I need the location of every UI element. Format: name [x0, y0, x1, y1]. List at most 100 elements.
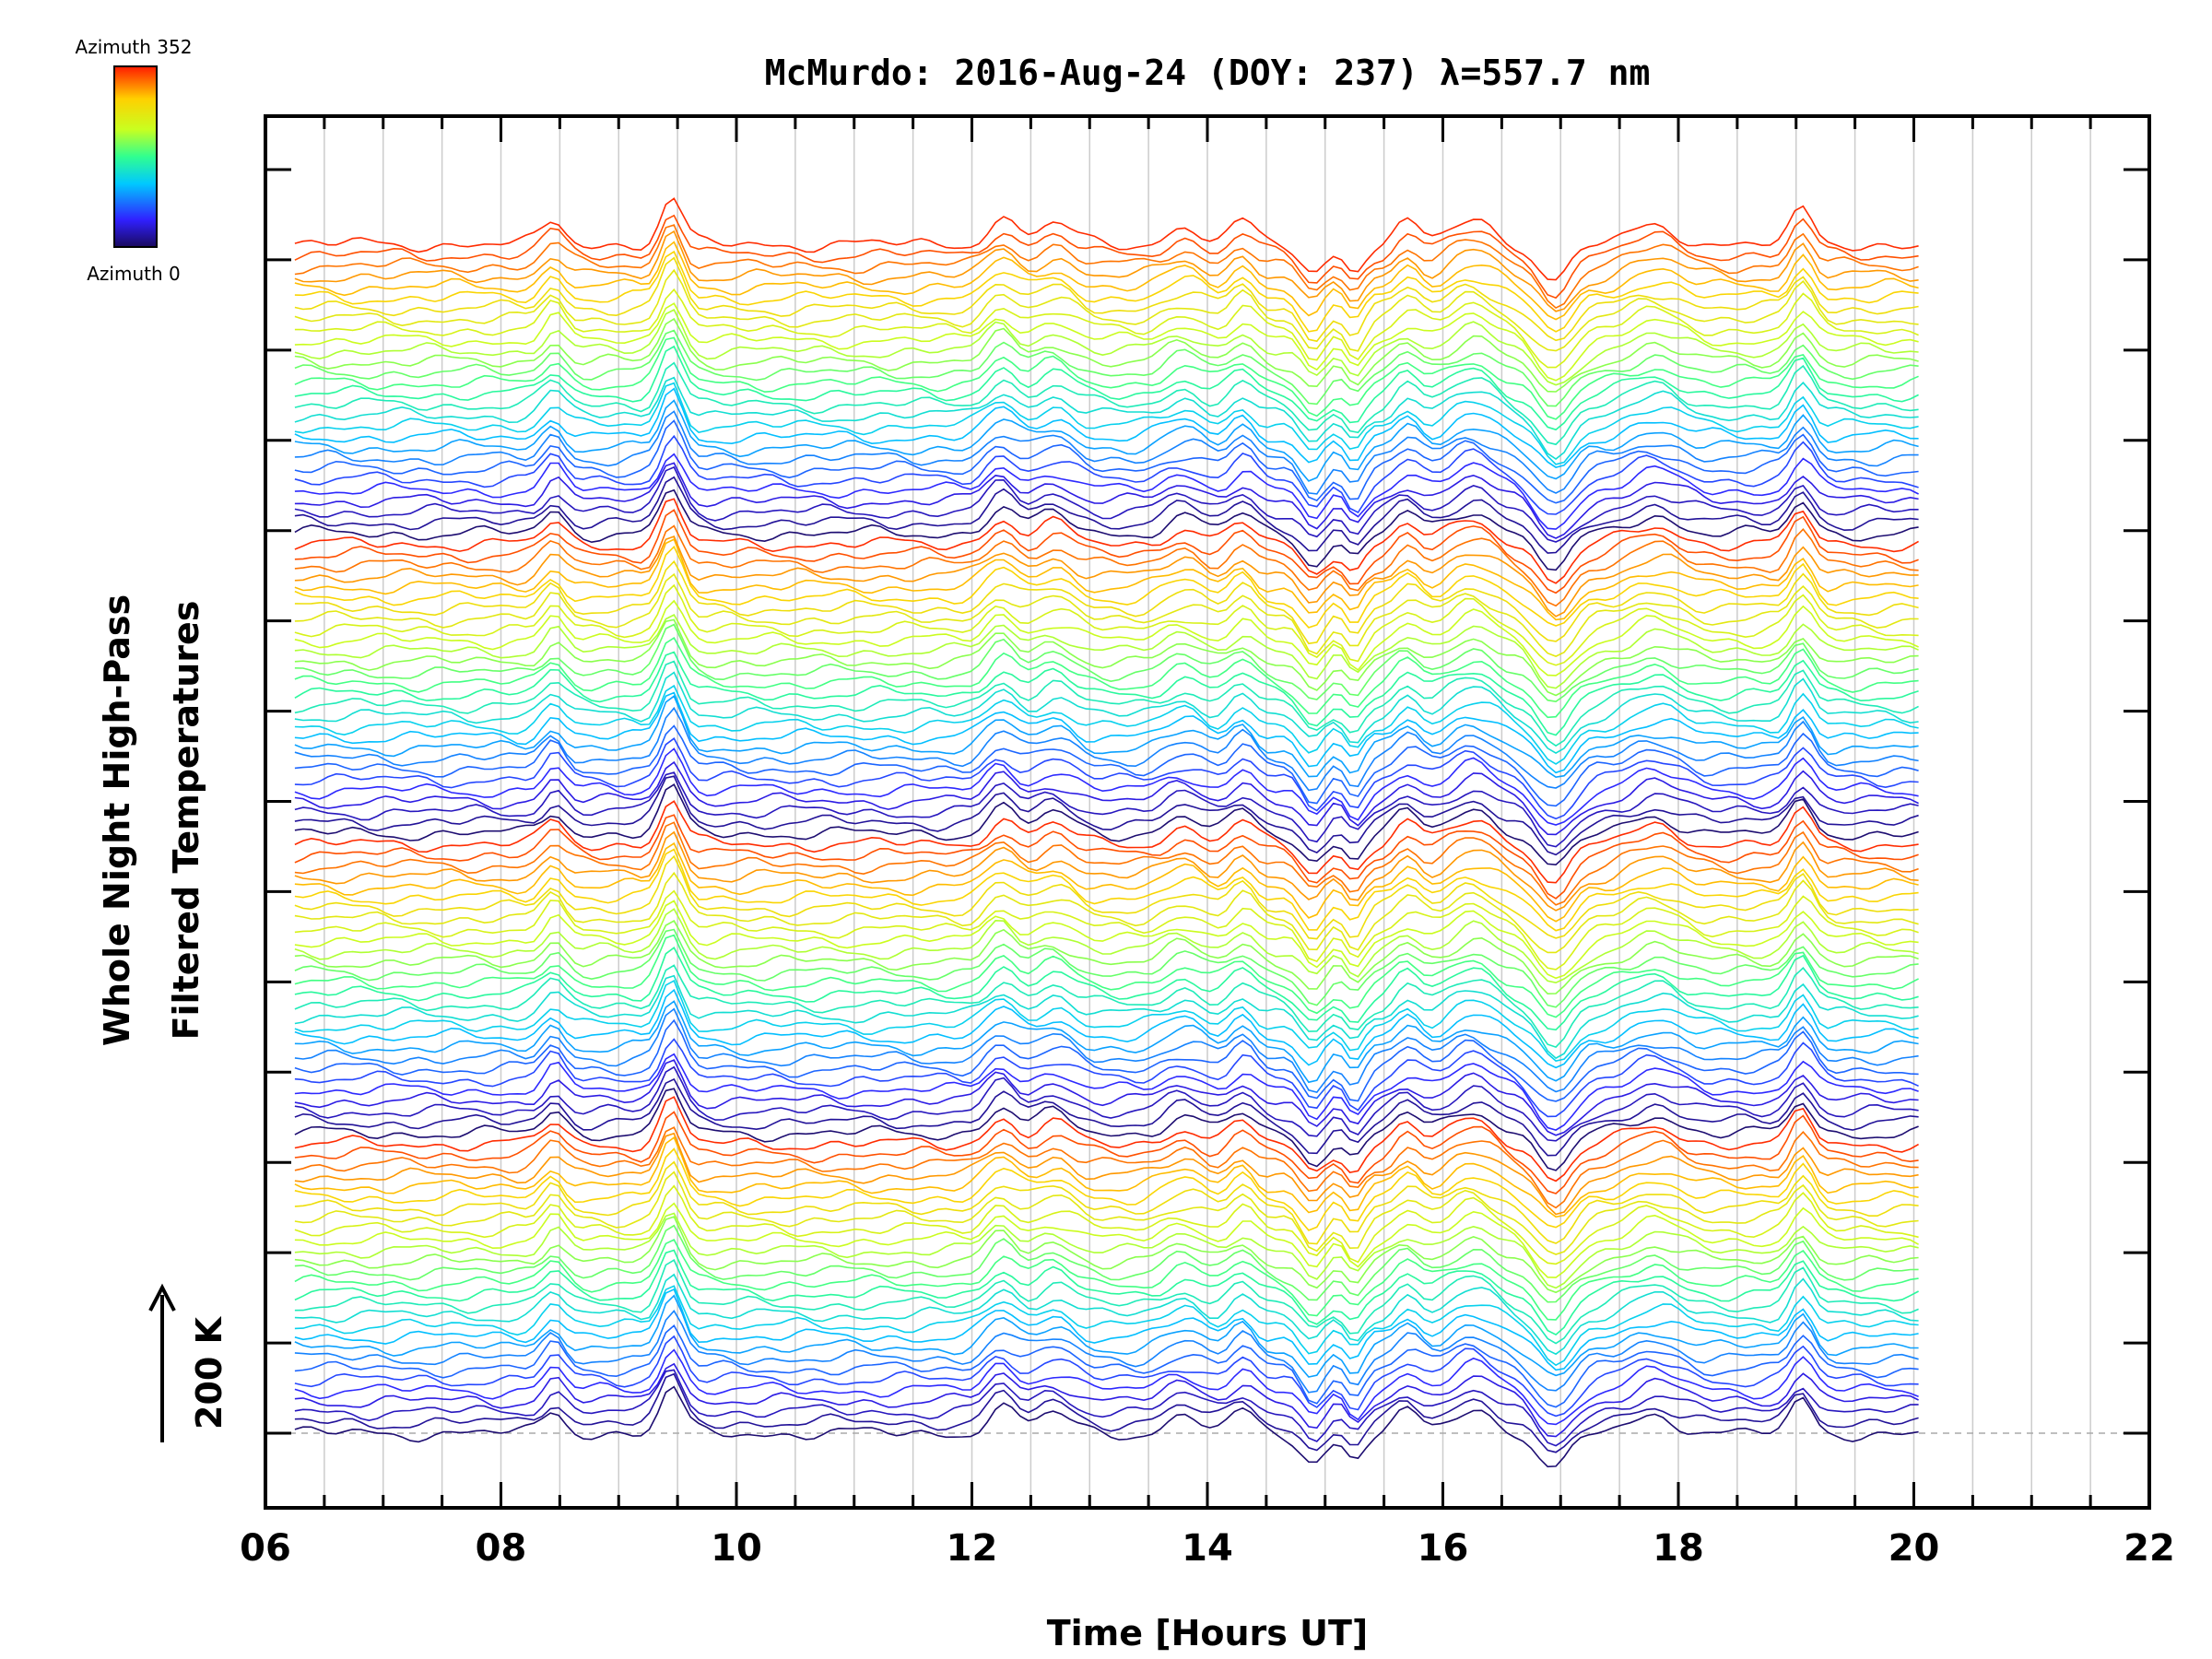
trace-line: [294, 800, 1919, 884]
trace-line: [294, 509, 1919, 594]
trace-line: [294, 241, 1919, 321]
trace-line: [294, 706, 1919, 792]
trace-line: [294, 1324, 1919, 1408]
x-tick-label: 10: [711, 1527, 762, 1570]
trace-line: [294, 695, 1919, 779]
trace-line: [294, 1018, 1919, 1102]
x-tick-label: 08: [476, 1527, 527, 1570]
colorbar-gradient: [113, 65, 158, 248]
trace-line: [294, 1135, 1919, 1218]
trace-line: [294, 329, 1919, 407]
scale-arrow-head: [148, 1283, 176, 1312]
trace-line: [294, 1171, 1919, 1255]
x-tick-label: 18: [1653, 1527, 1704, 1570]
trace-line: [294, 1077, 1919, 1157]
trace-line: [294, 229, 1919, 312]
trace-line: [294, 197, 1919, 281]
trace-line: [294, 309, 1919, 386]
trace-line: [294, 288, 1919, 369]
x-tick-label: 22: [2124, 1527, 2175, 1570]
traces: [294, 197, 1919, 1468]
trace-line: [294, 636, 1919, 719]
x-tick-label: 20: [1888, 1527, 1940, 1570]
trace-line: [294, 453, 1919, 530]
trace-line: [294, 724, 1919, 807]
trace-line: [294, 671, 1919, 755]
trace-line: [294, 1160, 1919, 1245]
trace-line: [294, 614, 1919, 689]
trace-line: [294, 1038, 1919, 1118]
x-tick-labels: 06 08 10 12 14 16 18 20 22: [240, 1527, 2175, 1570]
trace-line: [294, 775, 1919, 856]
x-tick-label: 16: [1418, 1527, 1469, 1570]
trace-line: [294, 814, 1919, 900]
trace-line: [294, 317, 1919, 393]
trace-line: [294, 336, 1919, 420]
trace-line: [294, 1202, 1919, 1278]
trace-line: [294, 651, 1919, 736]
axis-ticks: [264, 116, 2151, 1508]
trace-line: [294, 871, 1919, 954]
trace-line: [294, 1362, 1919, 1438]
trace-line: [294, 462, 1919, 539]
trace-line: [294, 1212, 1919, 1289]
trace-line: [294, 1088, 1919, 1171]
trace-line: [294, 623, 1919, 703]
trace-line: [294, 583, 1919, 666]
trace-line: [294, 618, 1919, 697]
trace-line: [294, 524, 1919, 607]
y-axis-label-line1: Whole Night High-Pass: [97, 594, 137, 1046]
trace-line: [294, 1285, 1919, 1367]
trace-line: [294, 1132, 1919, 1216]
trace-line: [294, 1216, 1919, 1294]
trace-line: [294, 908, 1919, 984]
trace-line: [294, 1239, 1919, 1321]
trace-line: [294, 224, 1919, 310]
trace-line: [294, 1249, 1919, 1336]
trace-line: [294, 900, 1919, 980]
trace-line: [294, 946, 1919, 1031]
trace-line: [294, 1335, 1919, 1418]
trace-line: [294, 250, 1919, 333]
trace-line: [294, 830, 1919, 912]
trace-line: [294, 737, 1919, 820]
trace-line: [294, 964, 1919, 1049]
trace-line: [294, 747, 1919, 826]
trace-line: [294, 854, 1919, 940]
trace-line: [294, 920, 1919, 995]
scale-bar: 200 K: [148, 1283, 229, 1442]
trace-line: [294, 1385, 1919, 1468]
trace-line: [294, 434, 1919, 515]
x-tick-label: 14: [1182, 1527, 1233, 1570]
trace-line: [294, 1007, 1919, 1094]
trace-line: [294, 399, 1919, 482]
trace-line: [294, 841, 1919, 923]
trace-line: [294, 376, 1919, 460]
x-tick-label: 06: [240, 1527, 291, 1570]
trace-line: [294, 361, 1919, 446]
trace-line: [294, 979, 1919, 1062]
trace-line: [294, 660, 1919, 747]
colorbar: Azimuth 352 Azimuth 0: [76, 36, 193, 285]
trace-line: [294, 410, 1919, 495]
y-axis-label-line2: Filtered Temperatures: [166, 601, 206, 1041]
trace-line: [294, 1184, 1919, 1265]
colorbar-bottom-label: Azimuth 0: [87, 263, 181, 285]
trace-line: [294, 1147, 1919, 1231]
trace-line: [294, 1309, 1919, 1394]
trace-line: [294, 1294, 1919, 1378]
trace-line: [294, 1288, 1919, 1371]
trace-line: [294, 419, 1919, 504]
trace-line: [294, 256, 1919, 343]
chart-title: McMurdo: 2016-Aug-24 (DOY: 237) λ=557.7 …: [765, 53, 1651, 93]
trace-line: [294, 382, 1919, 465]
trace-line: [294, 783, 1919, 866]
trace-line: [294, 1111, 1919, 1194]
trace-line: [294, 268, 1919, 352]
trace-line: [294, 1126, 1919, 1209]
trace-line: [294, 1348, 1919, 1426]
x-tick-label: 12: [947, 1527, 998, 1570]
trace-line: [294, 387, 1919, 468]
trace-line: [294, 771, 1919, 848]
